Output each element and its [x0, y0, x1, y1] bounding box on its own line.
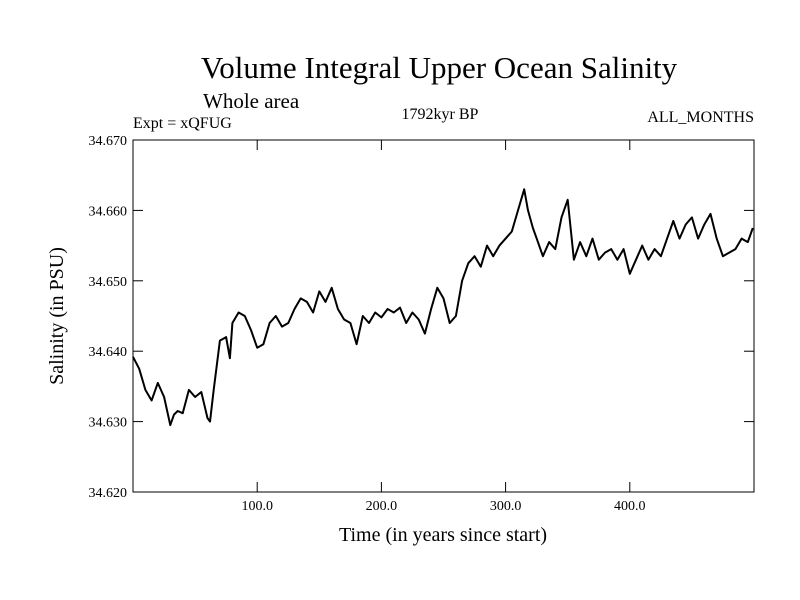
y-tick-label: 34.620: [89, 486, 128, 501]
series-line-salinity: [132, 188, 754, 427]
y-tick-label: 34.670: [89, 134, 128, 149]
x-tick-label: 100.0: [241, 499, 273, 514]
x-tick-label: 200.0: [366, 499, 398, 514]
x-tick-label: 400.0: [614, 499, 646, 514]
y-tick-label: 34.650: [89, 275, 128, 290]
chart-title: Volume Integral Upper Ocean Salinity: [201, 50, 678, 85]
y-tick-label: 34.630: [89, 416, 128, 431]
expt-label: Expt = xQFUG: [133, 115, 232, 132]
y-axis: 34.620 34.630 34.640 34.650 34.660 34.670: [89, 134, 754, 501]
period-label: 1792kyr BP: [402, 106, 479, 123]
y-tick-label: 34.660: [89, 204, 128, 219]
plot-frame: [132, 139, 755, 493]
x-axis: 100.0 200.0 300.0 400.0: [241, 140, 646, 514]
months-label: ALL_MONTHS: [647, 109, 754, 126]
x-tick-label: 300.0: [490, 499, 522, 514]
x-axis-label: Time (in years since start): [339, 524, 547, 546]
chart-subtitle: Whole area: [203, 89, 300, 113]
y-tick-label: 34.640: [89, 345, 128, 360]
y-axis-label: Salinity (in PSU): [46, 247, 68, 385]
